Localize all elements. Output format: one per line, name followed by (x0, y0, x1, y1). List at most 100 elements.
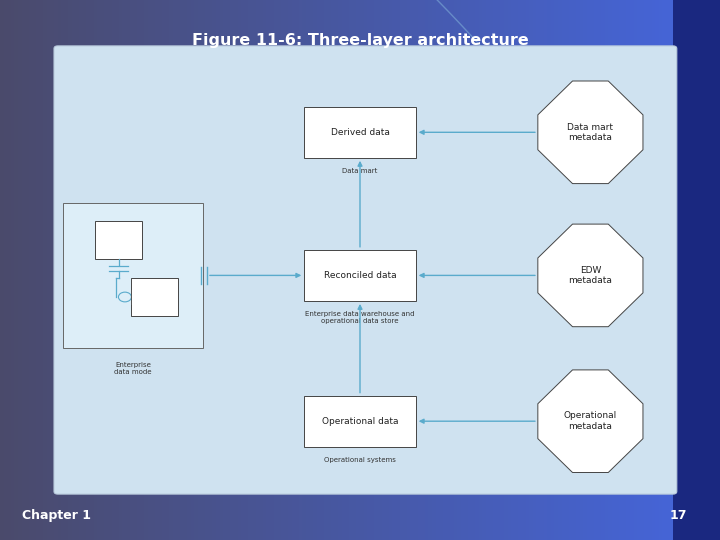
Text: Operational data: Operational data (322, 417, 398, 426)
Bar (320, 0, 324, 540)
FancyBboxPatch shape (95, 221, 143, 259)
Bar (716, 0, 720, 540)
Bar (151, 0, 155, 540)
Bar (306, 0, 310, 540)
Bar (616, 0, 619, 540)
Bar (634, 0, 637, 540)
Bar (421, 0, 425, 540)
Bar (209, 0, 212, 540)
Text: Operational
metadata: Operational metadata (564, 411, 617, 431)
Text: 17: 17 (670, 509, 687, 522)
Bar (331, 0, 335, 540)
Bar (166, 0, 169, 540)
Bar (133, 0, 137, 540)
Bar (630, 0, 634, 540)
Bar (97, 0, 101, 540)
Bar (443, 0, 446, 540)
Bar (652, 0, 655, 540)
Bar (533, 0, 536, 540)
Bar (500, 0, 504, 540)
Text: Chapter 1: Chapter 1 (22, 509, 91, 522)
Bar (436, 0, 439, 540)
Bar (94, 0, 97, 540)
Bar (281, 0, 284, 540)
Bar (461, 0, 464, 540)
Bar (14, 0, 18, 540)
Bar (414, 0, 418, 540)
Bar (266, 0, 270, 540)
Bar (688, 0, 691, 540)
Bar (302, 0, 306, 540)
Bar (403, 0, 407, 540)
Text: Reconciled data: Reconciled data (324, 271, 396, 280)
Bar (428, 0, 432, 540)
Bar (155, 0, 158, 540)
Bar (184, 0, 187, 540)
Bar (86, 0, 90, 540)
Bar (367, 0, 371, 540)
Bar (702, 0, 706, 540)
Bar (400, 0, 403, 540)
Bar (464, 0, 468, 540)
Bar (50, 0, 54, 540)
Bar (673, 0, 720, 540)
Bar (608, 0, 612, 540)
Bar (180, 0, 184, 540)
Bar (223, 0, 227, 540)
Bar (58, 0, 61, 540)
Bar (407, 0, 410, 540)
Bar (68, 0, 72, 540)
Bar (313, 0, 317, 540)
Bar (562, 0, 565, 540)
Bar (198, 0, 202, 540)
Bar (392, 0, 396, 540)
Bar (292, 0, 295, 540)
Bar (598, 0, 601, 540)
Bar (583, 0, 587, 540)
Bar (72, 0, 76, 540)
Bar (641, 0, 644, 540)
Bar (457, 0, 461, 540)
Bar (216, 0, 220, 540)
Bar (140, 0, 144, 540)
Bar (418, 0, 421, 540)
Bar (572, 0, 576, 540)
Bar (112, 0, 115, 540)
Bar (558, 0, 562, 540)
Bar (648, 0, 652, 540)
Bar (25, 0, 29, 540)
Bar (565, 0, 569, 540)
Text: Enterprise
data mode: Enterprise data mode (114, 362, 152, 375)
Polygon shape (538, 81, 643, 184)
Text: Derived data: Derived data (330, 128, 390, 137)
Bar (536, 0, 540, 540)
Bar (4, 0, 7, 540)
Text: Operational systems: Operational systems (324, 457, 396, 463)
Bar (11, 0, 14, 540)
Bar (104, 0, 108, 540)
Bar (468, 0, 472, 540)
Bar (230, 0, 234, 540)
Bar (328, 0, 331, 540)
Bar (515, 0, 518, 540)
Bar (378, 0, 382, 540)
Bar (90, 0, 94, 540)
Bar (713, 0, 716, 540)
Bar (252, 0, 256, 540)
Bar (29, 0, 32, 540)
Bar (263, 0, 266, 540)
Bar (432, 0, 436, 540)
Bar (353, 0, 356, 540)
Bar (126, 0, 130, 540)
Text: Enterprise data warehouse and
operational data store: Enterprise data warehouse and operationa… (305, 311, 415, 324)
Bar (144, 0, 148, 540)
Bar (220, 0, 223, 540)
Bar (508, 0, 511, 540)
Bar (659, 0, 662, 540)
Bar (212, 0, 216, 540)
FancyBboxPatch shape (304, 395, 416, 447)
Bar (234, 0, 238, 540)
Bar (7, 0, 11, 540)
Bar (479, 0, 482, 540)
Bar (76, 0, 79, 540)
